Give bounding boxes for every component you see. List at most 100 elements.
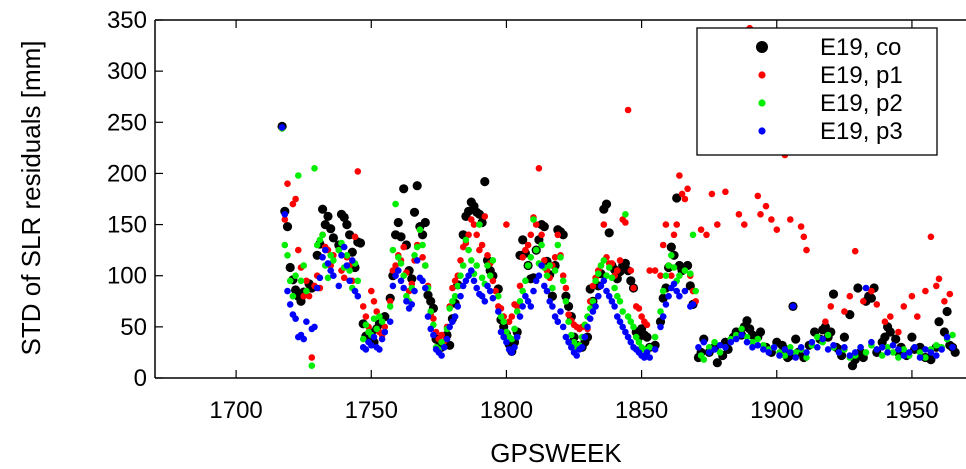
data-point xyxy=(668,272,675,280)
data-point xyxy=(476,246,483,254)
data-point xyxy=(446,323,454,331)
data-point xyxy=(376,313,383,320)
data-point xyxy=(468,267,475,274)
data-point xyxy=(378,335,386,343)
data-point xyxy=(351,233,359,241)
data-point xyxy=(518,235,528,245)
data-point xyxy=(814,344,821,351)
data-point xyxy=(697,226,705,233)
data-point xyxy=(438,338,445,346)
data-point xyxy=(922,346,929,353)
data-point xyxy=(705,344,713,351)
data-point xyxy=(592,277,599,285)
data-point xyxy=(454,282,462,290)
data-point xyxy=(681,267,689,274)
data-point xyxy=(757,211,764,218)
x-tick-label: 1750 xyxy=(345,397,398,424)
data-point xyxy=(670,264,678,271)
data-point xyxy=(373,325,381,333)
data-point xyxy=(562,298,570,305)
data-point xyxy=(481,298,489,305)
data-point xyxy=(792,349,799,356)
data-point xyxy=(689,301,697,308)
data-point xyxy=(862,349,870,356)
legend-marker xyxy=(758,127,766,135)
data-point xyxy=(895,354,902,361)
data-point xyxy=(692,287,699,295)
data-point xyxy=(562,333,570,341)
data-point xyxy=(311,165,318,172)
data-point xyxy=(651,267,659,274)
data-point xyxy=(449,284,456,292)
data-point xyxy=(554,231,562,239)
data-point xyxy=(338,252,345,259)
data-point xyxy=(543,287,551,295)
data-point xyxy=(760,346,767,353)
data-point xyxy=(378,318,386,326)
data-point xyxy=(427,325,435,333)
data-point xyxy=(659,287,667,295)
data-point xyxy=(603,272,610,280)
data-point xyxy=(662,221,670,228)
data-point xyxy=(803,246,810,254)
data-point xyxy=(559,277,567,285)
data-point xyxy=(530,287,537,295)
data-point xyxy=(873,301,881,308)
data-point xyxy=(295,172,302,179)
data-point xyxy=(873,346,881,353)
data-point xyxy=(934,317,944,327)
data-point xyxy=(589,282,597,290)
data-point xyxy=(908,292,916,300)
data-point xyxy=(846,352,854,359)
data-point xyxy=(554,241,562,249)
data-point xyxy=(608,274,616,282)
data-point xyxy=(330,257,337,264)
data-point xyxy=(284,287,291,295)
data-point xyxy=(424,313,432,320)
data-point xyxy=(489,294,497,302)
data-point xyxy=(316,274,324,282)
data-point xyxy=(604,228,614,238)
data-point xyxy=(635,338,643,346)
data-point xyxy=(343,262,351,269)
data-point xyxy=(841,308,848,315)
data-point xyxy=(422,284,429,292)
data-point xyxy=(438,352,445,359)
data-point xyxy=(451,277,459,285)
data-point xyxy=(638,313,645,320)
data-point xyxy=(722,344,729,351)
data-point xyxy=(538,241,545,249)
data-point xyxy=(524,298,532,305)
data-point xyxy=(351,287,359,295)
y-tick-label: 250 xyxy=(107,109,147,136)
data-point xyxy=(905,349,913,356)
data-point xyxy=(662,272,670,280)
data-point xyxy=(773,226,781,233)
data-point xyxy=(300,335,308,343)
data-point xyxy=(535,272,543,280)
data-point xyxy=(657,272,664,280)
data-point xyxy=(619,323,626,331)
data-point xyxy=(884,344,891,351)
data-point xyxy=(419,253,426,261)
data-point xyxy=(600,257,608,264)
data-point xyxy=(318,204,328,214)
data-point xyxy=(292,272,299,280)
data-point xyxy=(392,200,399,208)
data-point xyxy=(676,292,683,300)
data-point xyxy=(324,260,332,267)
data-point xyxy=(841,344,848,351)
data-point xyxy=(397,277,405,285)
data-point xyxy=(562,284,570,292)
data-point xyxy=(486,287,494,295)
data-point xyxy=(711,338,718,346)
data-point xyxy=(754,335,762,343)
data-point xyxy=(305,292,313,300)
data-point xyxy=(308,362,316,370)
data-point xyxy=(830,342,837,349)
data-point xyxy=(933,282,940,290)
data-point xyxy=(285,262,295,273)
data-point xyxy=(616,257,624,264)
data-point xyxy=(828,289,839,299)
